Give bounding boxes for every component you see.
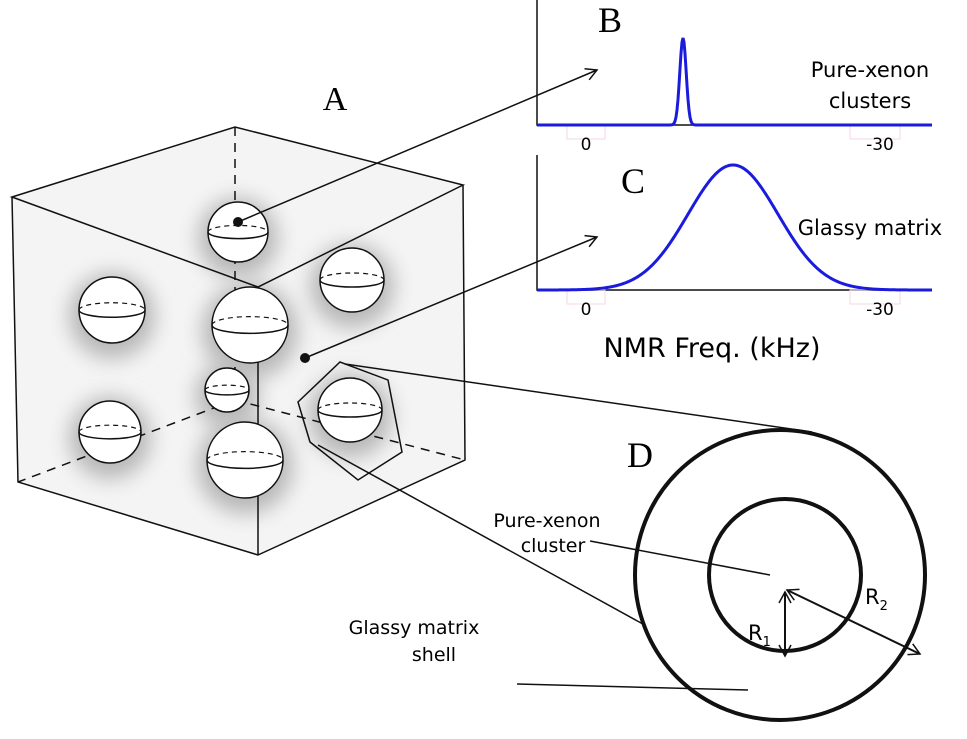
sphere bbox=[79, 277, 145, 343]
plot-b: B Pure-xenon clusters 0 -30 bbox=[537, 0, 932, 155]
axis-label: NMR Freq. (kHz) bbox=[603, 333, 820, 364]
sphere bbox=[207, 422, 283, 498]
sphere bbox=[318, 378, 382, 442]
caption: clusters bbox=[829, 89, 911, 113]
panel-label: B bbox=[598, 0, 622, 40]
panel-label: A bbox=[323, 81, 348, 118]
panel-label: D bbox=[627, 435, 653, 475]
sphere bbox=[320, 248, 384, 312]
r2-sub: 2 bbox=[880, 599, 888, 614]
sphere bbox=[212, 287, 288, 363]
shell-label: shell bbox=[412, 644, 456, 666]
panel-label: C bbox=[621, 161, 645, 201]
tick-label: 0 bbox=[581, 135, 592, 155]
figure: A B Pure-xenon clusters 0 -30 C Glassy m… bbox=[0, 0, 967, 739]
plot-c: C Glassy matrix 0 -30 NMR Freq. (kHz) bbox=[537, 155, 942, 364]
caption: Glassy matrix bbox=[798, 216, 942, 240]
cluster-label: cluster bbox=[521, 535, 586, 557]
shell-label: Glassy matrix bbox=[349, 617, 480, 639]
sphere bbox=[208, 202, 268, 262]
r1-sub: 1 bbox=[763, 635, 771, 650]
cluster-label: Pure-xenon bbox=[493, 510, 600, 532]
caption: Pure-xenon bbox=[811, 58, 929, 82]
tick-label: -30 bbox=[866, 135, 894, 155]
cube bbox=[12, 127, 465, 555]
tick-label: -30 bbox=[866, 300, 894, 320]
r1-main: R bbox=[748, 621, 763, 645]
sphere bbox=[205, 368, 249, 412]
r2-main: R bbox=[865, 585, 880, 609]
sphere bbox=[79, 401, 141, 463]
tick-label: 0 bbox=[581, 300, 592, 320]
